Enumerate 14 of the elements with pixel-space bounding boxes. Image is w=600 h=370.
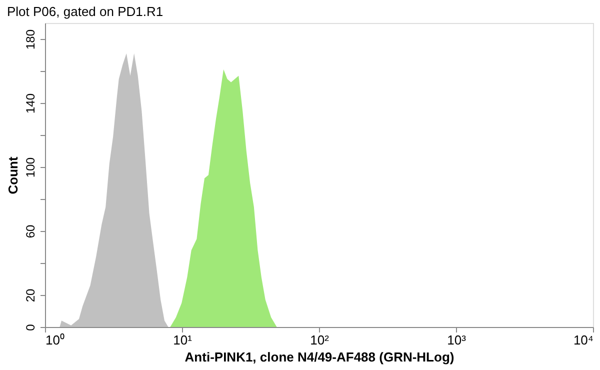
- y-tick-label: 60: [24, 224, 38, 238]
- x-tick-label: 10²: [310, 332, 330, 348]
- x-tick-label: 10⁰: [46, 332, 65, 348]
- y-tick-label: 20: [24, 288, 38, 302]
- chart-title: Plot P06, gated on PD1.R1: [7, 4, 164, 19]
- y-tick-label: 100: [24, 157, 38, 178]
- y-axis-title: Count: [6, 156, 20, 194]
- x-tick-label: 10¹: [173, 332, 193, 348]
- y-tick-label: 140: [24, 93, 38, 114]
- y-tick-label: 0: [24, 324, 38, 331]
- y-tick-label: 180: [24, 29, 38, 50]
- x-tick-label: 10⁴: [573, 332, 594, 348]
- x-axis-title: Anti-PINK1, clone N4/49-AF488 (GRN-HLog): [184, 350, 454, 364]
- x-tick-label: 10³: [447, 332, 467, 348]
